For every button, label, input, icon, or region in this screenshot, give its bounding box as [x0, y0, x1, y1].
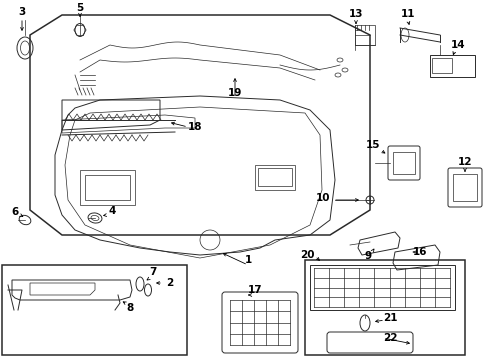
Bar: [258, 168, 291, 186]
Bar: [309, 265, 454, 310]
Bar: [2, 265, 186, 355]
Text: 22: 22: [382, 333, 396, 343]
Text: 12: 12: [457, 157, 471, 167]
Text: 3: 3: [19, 7, 25, 17]
Bar: [452, 174, 476, 201]
Text: 2: 2: [166, 278, 173, 288]
Text: 10: 10: [315, 193, 329, 203]
Text: 9: 9: [364, 251, 371, 261]
Text: 4: 4: [108, 206, 116, 216]
Text: 1: 1: [244, 255, 251, 265]
Bar: [305, 260, 464, 355]
Bar: [429, 55, 474, 77]
Text: 11: 11: [400, 9, 414, 19]
Text: 16: 16: [412, 247, 427, 257]
Text: 17: 17: [247, 285, 262, 295]
Text: 18: 18: [187, 122, 202, 132]
Bar: [392, 152, 414, 174]
Bar: [431, 58, 451, 73]
Text: 14: 14: [450, 40, 465, 50]
Bar: [85, 175, 130, 200]
Text: 7: 7: [149, 267, 156, 277]
Text: 6: 6: [11, 207, 19, 217]
Bar: [254, 165, 294, 190]
Text: 15: 15: [365, 140, 380, 150]
Text: 13: 13: [348, 9, 363, 19]
Text: 5: 5: [76, 3, 83, 13]
Bar: [354, 25, 374, 45]
Text: 8: 8: [126, 303, 133, 313]
Text: 21: 21: [382, 313, 396, 323]
Text: 19: 19: [227, 88, 242, 98]
Bar: [80, 170, 135, 205]
Text: 20: 20: [299, 250, 314, 260]
